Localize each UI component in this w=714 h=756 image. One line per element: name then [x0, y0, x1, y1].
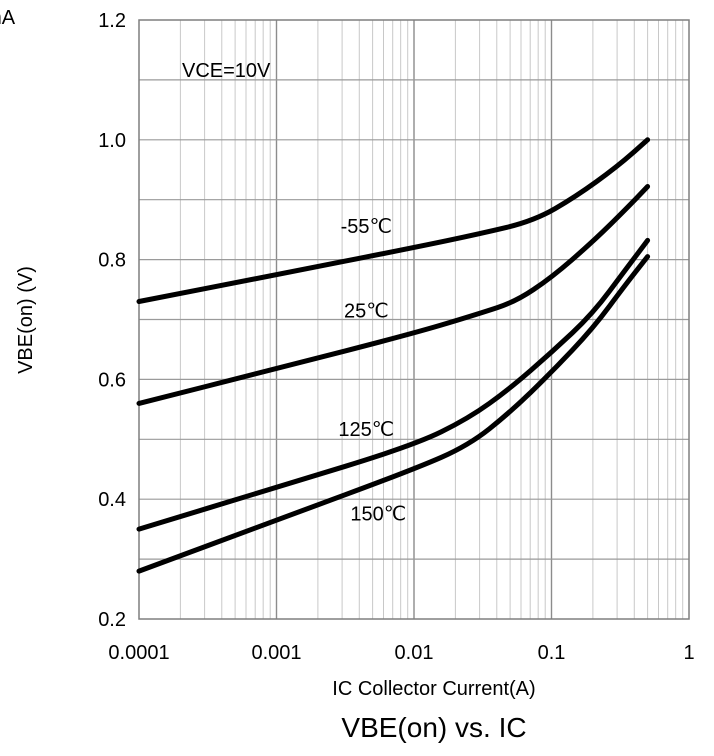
- series-line-3: [136, 254, 651, 574]
- grid: [139, 20, 689, 619]
- x-axis-label: IC Collector Current(A): [332, 678, 536, 700]
- y-tick-label: 1.0: [98, 130, 126, 152]
- x-tick-label: 0.001: [251, 642, 301, 664]
- y-axis-label: VBE(on) (V): [15, 266, 37, 374]
- series-label: 25℃: [344, 301, 389, 323]
- y-tick-label: 0.8: [98, 250, 126, 272]
- chart-caption: VBE(on) vs. IC: [341, 712, 527, 743]
- series-label: 125℃: [338, 419, 394, 441]
- x-tick-label: 0.0001: [108, 642, 169, 664]
- vce-annotation: VCE=10V: [182, 60, 271, 82]
- series-labels: -55℃ 25℃ 125℃ 150℃: [338, 216, 406, 526]
- series-line-0: [136, 137, 651, 304]
- x-tick-label: 1: [683, 642, 694, 664]
- series-line-2: [136, 237, 651, 532]
- x-tick-label: 0.01: [395, 642, 434, 664]
- x-tick-label: 0.1: [538, 642, 566, 664]
- x-tick-labels: 0.0001 0.001 0.01 0.1 1: [108, 642, 694, 664]
- series-line-1: [136, 184, 651, 406]
- y-tick-label: 0.2: [98, 609, 126, 631]
- y-tick-label: 0.6: [98, 369, 126, 391]
- y-tick-label: 0.4: [98, 489, 126, 511]
- series-label: 150℃: [350, 503, 406, 525]
- series-lines: [136, 137, 651, 574]
- series-label: -55℃: [341, 216, 392, 238]
- plot-frame: [138, 19, 690, 620]
- y-tick-label: 1.2: [98, 10, 126, 32]
- y-tick-labels: 0.2 0.4 0.6 0.8 1.0 1.2: [98, 10, 126, 631]
- clipped-label: 0mA: [0, 7, 16, 29]
